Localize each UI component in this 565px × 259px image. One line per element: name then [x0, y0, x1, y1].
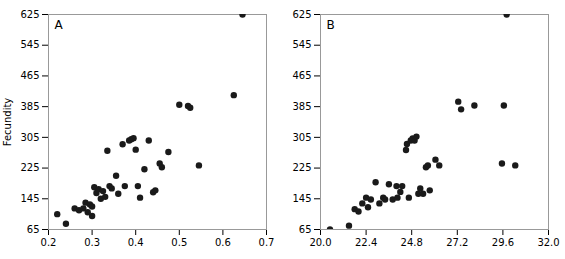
- svg-text:385: 385: [20, 101, 39, 112]
- svg-text:32.0: 32.0: [537, 237, 559, 248]
- svg-text:305: 305: [292, 132, 311, 143]
- svg-text:0.6: 0.6: [215, 237, 231, 248]
- svg-text:225: 225: [292, 162, 311, 173]
- svg-text:465: 465: [292, 70, 311, 81]
- svg-text:625: 625: [292, 9, 311, 20]
- svg-text:545: 545: [292, 39, 311, 50]
- svg-text:65: 65: [27, 224, 40, 235]
- svg-text:Fecundity: Fecundity: [2, 98, 13, 147]
- svg-text:0.4: 0.4: [128, 237, 144, 248]
- svg-text:305: 305: [20, 132, 39, 143]
- svg-text:27.2: 27.2: [446, 237, 468, 248]
- svg-text:625: 625: [20, 9, 39, 20]
- svg-text:24.8: 24.8: [401, 237, 423, 248]
- svg-text:0.3: 0.3: [84, 237, 100, 248]
- svg-text:385: 385: [292, 101, 311, 112]
- svg-text:0.5: 0.5: [171, 237, 187, 248]
- svg-text:465: 465: [20, 70, 39, 81]
- svg-text:A: A: [55, 18, 64, 32]
- svg-text:22.4: 22.4: [355, 237, 377, 248]
- svg-text:20.0: 20.0: [309, 237, 331, 248]
- svg-text:0.7: 0.7: [259, 237, 275, 248]
- svg-text:29.6: 29.6: [492, 237, 514, 248]
- svg-text:B: B: [327, 18, 335, 32]
- svg-text:545: 545: [20, 39, 39, 50]
- svg-text:0.2: 0.2: [41, 237, 57, 248]
- svg-text:65: 65: [299, 224, 312, 235]
- svg-text:145: 145: [292, 193, 311, 204]
- svg-text:225: 225: [20, 162, 39, 173]
- svg-text:145: 145: [20, 193, 39, 204]
